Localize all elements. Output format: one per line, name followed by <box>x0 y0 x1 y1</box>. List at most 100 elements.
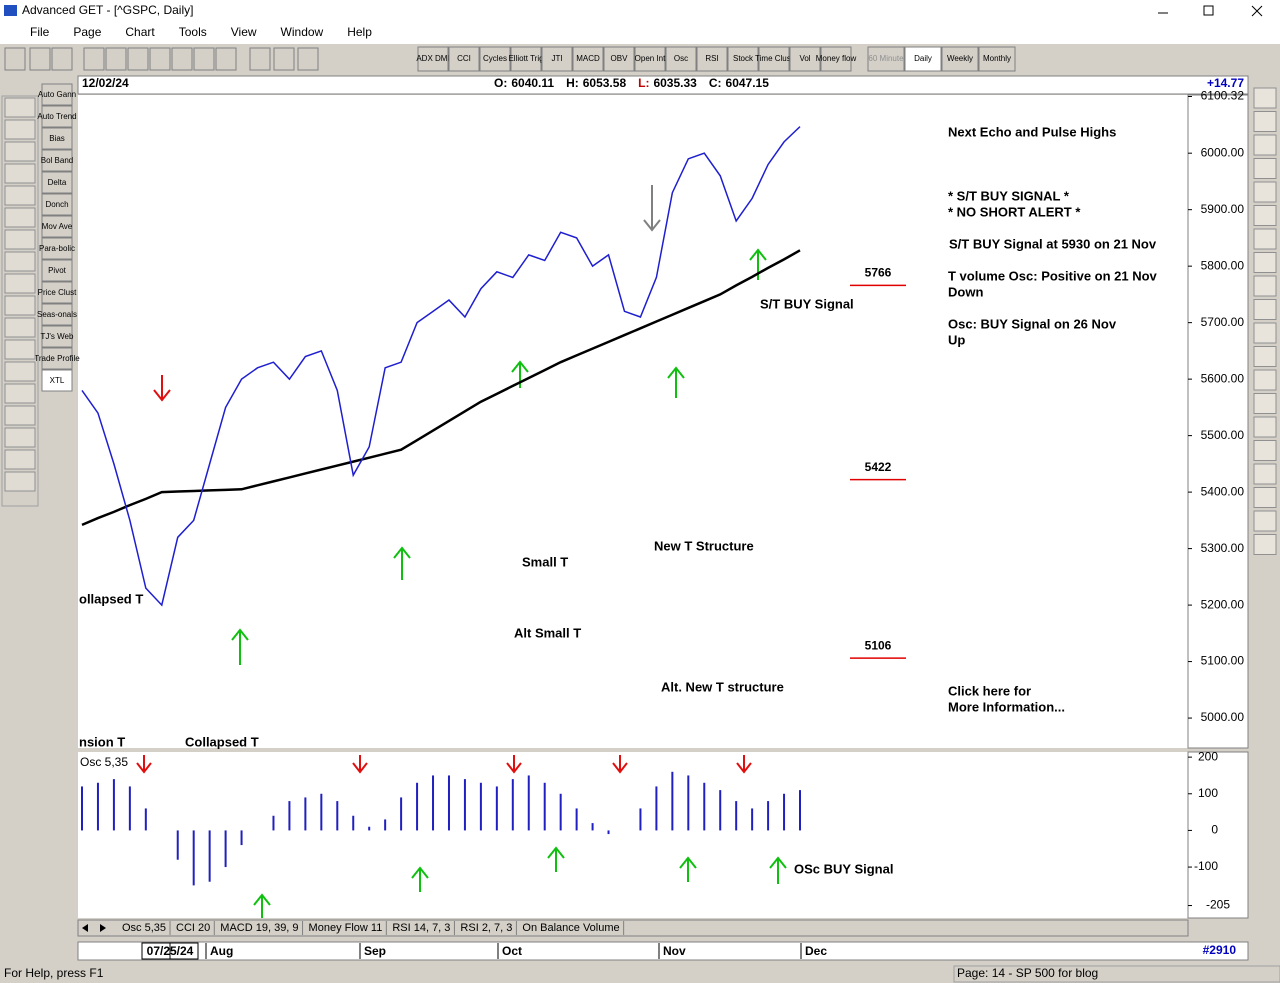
tool-icon[interactable] <box>51 47 73 71</box>
left-icon[interactable] <box>4 251 36 272</box>
tool-icon[interactable] <box>29 47 51 71</box>
left-icon[interactable] <box>4 361 36 382</box>
indicator-button[interactable] <box>758 46 790 72</box>
left-icon[interactable] <box>4 185 36 206</box>
left-tool-label[interactable]: Para-bolic <box>39 244 75 253</box>
left-icon[interactable] <box>4 339 36 360</box>
left-tool-label[interactable]: Auto Trend <box>37 112 76 121</box>
left-tool[interactable] <box>41 149 73 172</box>
indicator-tab[interactable]: On Balance Volume <box>522 922 619 934</box>
left-tool[interactable] <box>41 193 73 216</box>
left-tool-label[interactable]: Bias <box>49 134 65 143</box>
right-icon[interactable] <box>1253 299 1277 320</box>
indicator-button[interactable] <box>696 46 728 72</box>
left-icon[interactable] <box>4 295 36 316</box>
indicator-label[interactable]: MACD <box>576 54 600 63</box>
tool-icon[interactable] <box>273 47 295 71</box>
indicator-tab[interactable]: Money Flow 11 <box>309 922 383 934</box>
indicator-tab[interactable]: Osc 5,35 <box>122 922 166 934</box>
indicator-button[interactable] <box>448 46 480 72</box>
indicator-tab[interactable]: RSI 14, 7, 3 <box>392 922 450 934</box>
tool-icon[interactable] <box>193 47 215 71</box>
left-icon[interactable] <box>4 119 36 140</box>
indicator-button[interactable] <box>603 46 635 72</box>
right-icon[interactable] <box>1253 181 1277 203</box>
left-tool[interactable] <box>41 127 73 150</box>
left-tool[interactable] <box>41 303 73 326</box>
indicator-label[interactable]: Open Int <box>635 54 666 63</box>
indicator-label[interactable]: JTI <box>551 54 562 63</box>
left-tool[interactable] <box>41 215 73 238</box>
right-icon[interactable] <box>1253 487 1277 508</box>
left-icon[interactable] <box>4 207 36 228</box>
menu-item[interactable]: Tools <box>179 25 207 39</box>
indicator-tab[interactable]: RSI 2, 7, 3 <box>460 922 512 934</box>
left-tool-label[interactable]: TJ's Web <box>41 332 74 341</box>
left-tool[interactable] <box>41 347 73 370</box>
tool-icon[interactable] <box>149 47 171 71</box>
indicator-label[interactable]: Osc <box>674 54 688 63</box>
right-icon[interactable] <box>1253 275 1277 297</box>
indicator-button[interactable] <box>665 46 697 72</box>
tool-icon[interactable] <box>127 47 149 71</box>
left-tool[interactable] <box>41 237 73 260</box>
indicator-button[interactable] <box>820 46 852 72</box>
indicator-label[interactable]: Stock <box>733 54 754 63</box>
right-icon[interactable] <box>1253 322 1277 344</box>
tab-scroll[interactable] <box>82 924 88 932</box>
right-icon[interactable] <box>1253 393 1277 414</box>
left-icon[interactable] <box>4 317 36 338</box>
left-tool-label[interactable]: Pivot <box>48 266 67 275</box>
left-tool-label[interactable]: Delta <box>48 178 67 187</box>
indicator-label[interactable]: Elliott Trig <box>508 54 543 63</box>
indicator-button[interactable] <box>572 46 604 72</box>
indicator-button[interactable] <box>510 46 542 72</box>
left-icon[interactable] <box>4 449 36 470</box>
right-icon[interactable] <box>1253 228 1277 250</box>
tool-icon[interactable] <box>215 47 237 71</box>
restore[interactable] <box>1188 0 1234 22</box>
right-icon[interactable] <box>1253 369 1277 391</box>
left-icon[interactable] <box>4 471 36 492</box>
left-tool[interactable] <box>41 259 73 282</box>
left-icon[interactable] <box>4 163 36 184</box>
menu-item[interactable]: Window <box>281 25 324 39</box>
left-icon[interactable] <box>4 97 36 118</box>
right-icon[interactable] <box>1253 87 1277 109</box>
left-icon[interactable] <box>4 427 36 448</box>
left-icon[interactable] <box>4 141 36 162</box>
left-tool[interactable] <box>41 281 73 304</box>
right-icon[interactable] <box>1253 134 1277 156</box>
left-icon[interactable] <box>4 405 36 426</box>
timeframe-button[interactable] <box>867 46 905 72</box>
left-tool-label[interactable]: XTL <box>50 376 65 385</box>
indicator-label[interactable]: Cycles <box>483 54 507 63</box>
timeframe-label[interactable]: Monthly <box>983 54 1011 63</box>
indicator-button[interactable] <box>479 46 511 72</box>
right-icon[interactable] <box>1253 510 1277 532</box>
left-tool[interactable] <box>41 325 73 348</box>
right-icon[interactable] <box>1253 416 1277 438</box>
right-icon[interactable] <box>1253 252 1277 273</box>
tool-icon[interactable] <box>171 47 193 71</box>
left-icon[interactable] <box>4 229 36 250</box>
indicator-button[interactable] <box>417 46 449 72</box>
timeframe-button[interactable] <box>941 46 979 72</box>
indicator-button[interactable] <box>727 46 759 72</box>
indicator-tab[interactable]: CCI 20 <box>176 922 210 934</box>
left-tool-label[interactable]: Seas-onals <box>37 310 77 319</box>
indicator-tab[interactable]: MACD 19, 39, 9 <box>220 922 298 934</box>
right-icon[interactable] <box>1253 440 1277 461</box>
indicator-label[interactable]: Vol <box>799 54 810 63</box>
timeframe-label[interactable]: 60 Minute <box>868 54 904 63</box>
tool-icon[interactable] <box>297 47 319 71</box>
info-link[interactable]: More Information... <box>948 699 1065 714</box>
tool-icon[interactable] <box>105 47 127 71</box>
left-tool-label[interactable]: Price Clust <box>38 288 77 297</box>
menu-item[interactable]: Chart <box>125 25 155 39</box>
left-tool-label[interactable]: Donch <box>45 200 68 209</box>
indicator-button[interactable] <box>789 46 821 72</box>
indicator-button[interactable] <box>634 46 666 72</box>
right-icon[interactable] <box>1253 463 1277 485</box>
left-tool-label[interactable]: Trade Profile <box>34 354 80 363</box>
